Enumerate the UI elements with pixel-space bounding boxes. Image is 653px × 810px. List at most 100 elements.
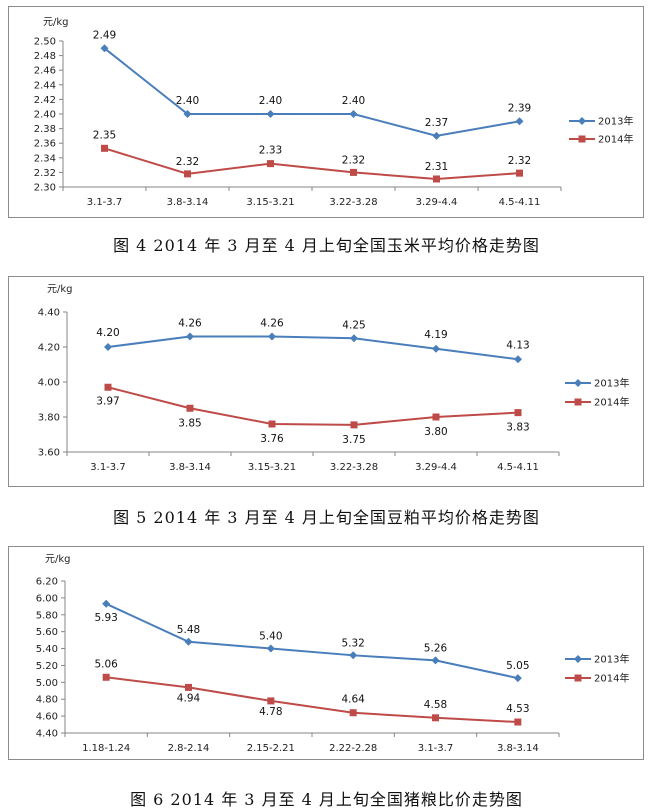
x-tick-label: 2.22-2.28 (329, 743, 377, 754)
x-tick-label: 3.8-3.14 (169, 462, 211, 473)
x-tick-label: 1.18-1.24 (82, 743, 130, 754)
data-label-2013: 5.32 (341, 637, 364, 649)
data-label-2014: 3.97 (96, 395, 119, 407)
data-point-2014 (516, 169, 523, 177)
data-label-2013: 4.13 (506, 339, 529, 351)
data-point-2013 (349, 110, 358, 118)
legend-marker-2014 (574, 674, 582, 682)
data-label-2014: 2.32 (176, 156, 199, 168)
y-tick-label: 2.40 (34, 110, 56, 121)
data-point-2013 (104, 343, 112, 351)
data-point-2014 (186, 404, 194, 412)
y-tick-label: 2.36 (34, 139, 56, 150)
y-tick-label: 4.20 (38, 343, 60, 354)
legend-marker-2014 (578, 135, 586, 143)
legend-marker-2013 (574, 655, 582, 663)
data-label-2013: 2.40 (342, 95, 365, 107)
x-tick-label: 3.1-3.7 (90, 462, 125, 473)
corn-price-chart: 元/kg 2.50 2.48 2.46 2.44 2.42 2.40 2.38 2.36 2.34… (34, 17, 634, 208)
y-unit-label: 元/kg (43, 17, 69, 28)
data-point-2013 (100, 44, 109, 53)
data-label-2013: 2.49 (93, 29, 116, 41)
y-tick-label: 5.80 (36, 610, 58, 621)
data-point-2014 (350, 168, 357, 176)
y-tick-label: 6.20 (36, 577, 58, 588)
data-point-2014 (350, 421, 358, 429)
y-tick-label: 5.60 (36, 627, 58, 638)
y-tick-label: 3.60 (38, 448, 60, 459)
series-line-2013 (105, 602, 519, 680)
x-tick-label: 3.1-3.7 (418, 743, 453, 754)
y-tick-label: 5.20 (36, 661, 58, 672)
x-tick-label: 2.8-2.14 (168, 743, 210, 754)
x-tick-label: 4.5-4.11 (499, 197, 541, 208)
data-label-2014: 3.75 (342, 434, 365, 446)
data-label-2014: 3.83 (506, 422, 529, 434)
data-point-2013 (183, 110, 192, 118)
data-label-2014: 2.35 (93, 129, 116, 141)
chart-caption-hog-grain: 图 6 2014 年 3 月至 4 月上旬全国猪粮比价走势图 (130, 790, 523, 809)
data-point-2013 (432, 131, 441, 140)
data-point-2014 (102, 673, 110, 681)
data-label-2014: 5.06 (94, 658, 118, 670)
data-label-2014: 3.85 (178, 417, 201, 429)
series-line-2014 (104, 147, 520, 180)
data-point-2014 (268, 420, 276, 428)
y-tick-label: 2.34 (34, 153, 56, 164)
data-label-2013: 5.93 (94, 612, 117, 624)
data-point-2014 (433, 175, 440, 183)
x-tick-label: 3.22-3.28 (330, 462, 378, 473)
data-label-2013: 4.26 (178, 318, 202, 330)
data-point-2014 (185, 683, 192, 691)
data-label-2013: 5.05 (506, 660, 529, 672)
y-unit-label: 元/kg (47, 284, 73, 295)
data-point-2013 (266, 110, 275, 118)
data-point-2013 (513, 674, 522, 683)
data-point-2013 (268, 332, 276, 341)
chart-panel-soymeal: 元/kg 4.40 4.20 4.00 3.80 3.60 3.1-3.7 3.8-3.14 3… (8, 276, 644, 487)
data-point-2014 (432, 714, 439, 722)
data-point-2013 (431, 656, 440, 665)
x-tick-label: 2.15-2.21 (247, 743, 295, 754)
y-tick-label: 2.38 (34, 124, 56, 135)
y-tick-label: 2.44 (34, 80, 56, 91)
data-label-2014: 2.32 (508, 155, 531, 167)
x-tick-label: 3.8-3.14 (167, 197, 209, 208)
data-point-2013 (350, 334, 358, 343)
data-point-2014 (432, 413, 440, 421)
data-label-2013: 2.37 (425, 117, 448, 129)
x-tick-label: 3.29-4.4 (416, 197, 458, 208)
data-label-2014: 4.53 (506, 703, 529, 715)
data-label-2013: 2.39 (508, 102, 531, 114)
legend-label-2013: 2013年 (594, 653, 629, 666)
legend-label-2014: 2014年 (594, 396, 629, 409)
legend-label-2014: 2014年 (594, 672, 629, 685)
x-tick-label: 3.15-3.21 (246, 197, 294, 208)
series-line-2014 (107, 386, 519, 426)
data-label-2013: 2.40 (259, 95, 282, 107)
series-line-2013 (103, 47, 520, 137)
series-line-2014 (106, 676, 518, 724)
data-label-2014: 3.80 (424, 426, 447, 438)
legend-marker-2013 (578, 117, 586, 125)
y-tick-label: 2.32 (34, 168, 56, 179)
legend-label-2013: 2013年 (594, 377, 629, 390)
data-point-2014 (101, 144, 108, 152)
data-point-2013 (432, 344, 440, 353)
y-tick-label: 2.46 (34, 66, 56, 77)
y-tick-label: 4.40 (36, 729, 58, 740)
data-label-2013: 4.19 (424, 329, 447, 341)
data-label-2014: 4.94 (177, 692, 201, 704)
y-tick-label: 2.50 (34, 37, 56, 48)
data-point-2013 (184, 637, 193, 646)
y-tick-label: 4.80 (36, 695, 58, 706)
data-point-2013 (266, 644, 275, 653)
legend-marker-2014 (574, 398, 582, 406)
series-line-2013 (107, 335, 519, 361)
x-tick-label: 3.1-3.7 (87, 197, 122, 208)
data-point-2014 (104, 383, 112, 391)
data-label-2013: 2.40 (176, 95, 199, 107)
data-label-2013: 5.48 (177, 624, 200, 636)
x-tick-label: 4.5-4.11 (497, 462, 539, 473)
legend-label-2013: 2013年 (598, 115, 633, 128)
